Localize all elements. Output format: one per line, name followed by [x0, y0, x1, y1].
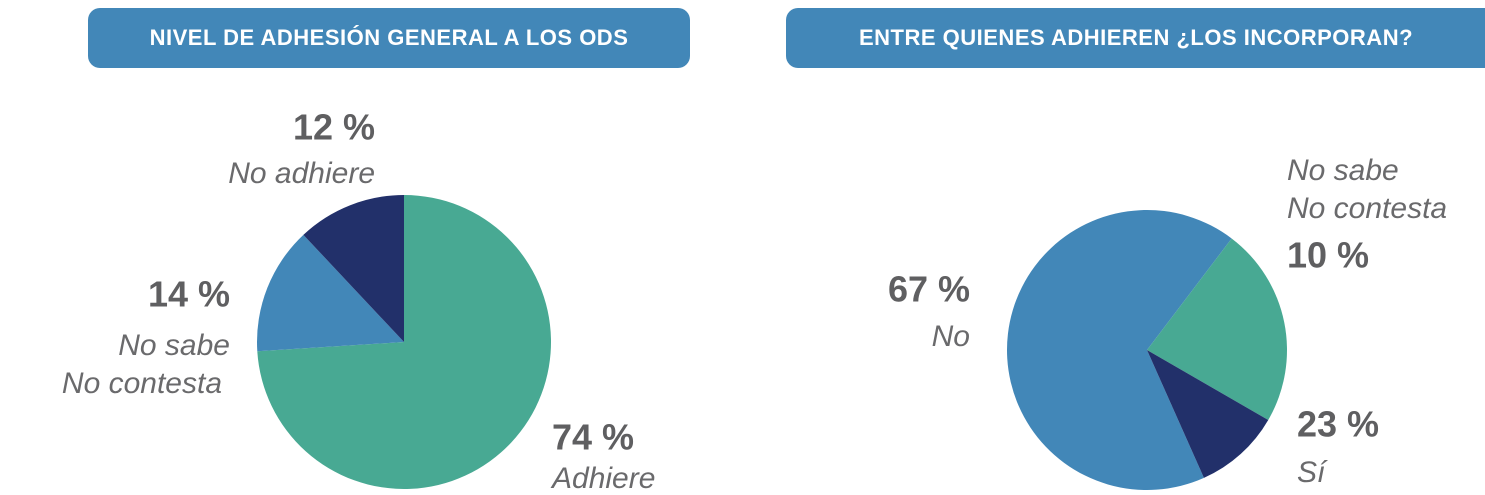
label-line: No contesta	[62, 367, 222, 400]
category-label: No sabe No contesta	[1287, 154, 1447, 225]
title-banner	[88, 8, 690, 68]
category-label: No	[932, 320, 970, 353]
chart-title: ENTRE QUIENES ADHIEREN ¿LOS INCORPORAN?	[859, 25, 1413, 50]
label-line: No	[932, 320, 970, 353]
label-line: No sabe	[1287, 154, 1399, 187]
pie-slice	[1147, 350, 1269, 478]
value-label: 23 %	[1297, 404, 1379, 445]
label-line: Adhiere	[550, 462, 655, 495]
value-label: 10 %	[1287, 235, 1369, 276]
value-label: 14 %	[148, 274, 230, 315]
category-label: No adhiere	[228, 157, 375, 190]
pie-slice	[1147, 238, 1287, 420]
chart-title: NIVEL DE ADHESIÓN GENERAL A LOS ODS	[150, 25, 629, 50]
label-line: No contesta	[1287, 192, 1447, 225]
category-label: Adhiere	[550, 462, 655, 495]
value-label: 74 %	[552, 417, 634, 458]
title-banner	[786, 8, 1485, 68]
value-label: 67 %	[888, 269, 970, 310]
pie-slice	[257, 195, 551, 489]
label-line: No sabe	[118, 329, 230, 362]
pie-slice	[303, 195, 404, 342]
category-label: No sabe No contesta	[62, 329, 230, 400]
category-label: Sí	[1297, 456, 1328, 489]
pie-slice	[257, 234, 404, 352]
value-label: 12 %	[293, 107, 375, 148]
pie-slice	[1007, 209, 1232, 490]
label-line: No adhiere	[228, 157, 375, 190]
label-line: Sí	[1297, 456, 1328, 489]
